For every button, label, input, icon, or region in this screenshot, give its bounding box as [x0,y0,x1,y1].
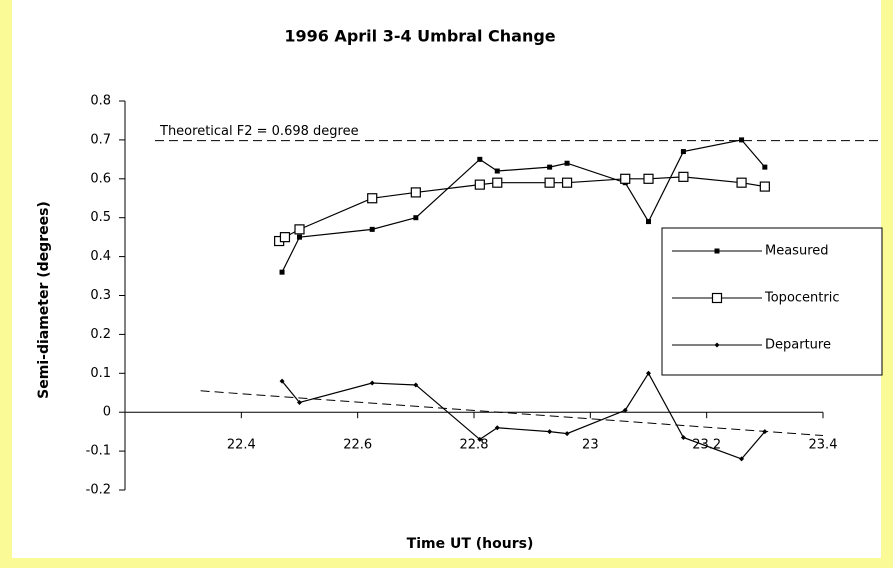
marker [369,380,375,386]
marker [620,173,631,184]
marker [474,179,485,190]
marker [564,431,570,437]
marker [494,168,500,174]
marker [680,149,686,155]
marker [413,382,419,388]
y-tick-label: 0.6 [90,171,111,186]
marker [294,224,305,235]
marker [646,219,651,225]
legend-label: Topocentric [764,291,839,306]
marker [544,177,555,188]
y-tick-label: 0.5 [90,210,111,225]
marker [547,429,553,435]
marker [680,434,686,440]
trend-line [200,390,824,437]
marker [297,399,302,405]
marker [367,193,378,204]
reference-label: Theoretical F2 = 0.698 degree [159,124,359,139]
marker [646,370,651,376]
marker [547,164,553,170]
x-tick-label: 22.6 [343,438,372,453]
y-tick-label: 0.3 [90,288,111,303]
y-tick-label: -0.1 [86,444,111,459]
x-axis-label: Time UT (hours) [407,536,534,552]
marker [561,177,573,188]
marker [736,177,747,188]
x-tick-label: 22.8 [460,438,489,453]
legend-marker [714,342,720,348]
y-tick-label: 0.7 [90,132,111,147]
marker [678,171,689,182]
marker [477,156,483,162]
x-tick-label: 23.2 [692,438,721,453]
marker [622,407,628,413]
chart-title: 1996 April 3-4 Umbral Change [284,27,555,46]
marker [413,215,419,221]
legend-marker [714,248,720,254]
marker [297,234,302,240]
y-tick-label: 0.1 [90,366,111,381]
marker [477,436,483,442]
marker [369,226,375,232]
marker [410,187,421,198]
legend-marker [711,292,723,304]
legend-label: Measured [765,244,829,259]
x-tick-label: 22.4 [227,438,256,453]
marker [492,177,503,188]
legend-label: Departure [765,338,831,353]
marker [279,378,285,384]
marker [762,164,768,170]
x-tick-label: 23.4 [809,438,838,453]
y-tick-label: -0.2 [86,483,111,498]
marker [759,181,770,192]
marker [739,456,745,462]
y-tick-label: 0.4 [90,249,111,264]
y-tick-label: 0.8 [90,94,111,109]
y-axis-label: Semi-diameter (degrees) [36,201,52,399]
marker [494,425,500,431]
y-tick-label: 0.2 [90,327,111,342]
legend-box [661,227,883,376]
marker [564,160,570,166]
x-tick-label: 23 [582,438,599,453]
marker [279,269,285,275]
marker [762,429,768,435]
series-line [278,176,765,242]
marker [279,232,291,243]
y-tick-label: 0 [103,405,111,420]
marker [643,173,654,184]
marker [739,137,745,143]
